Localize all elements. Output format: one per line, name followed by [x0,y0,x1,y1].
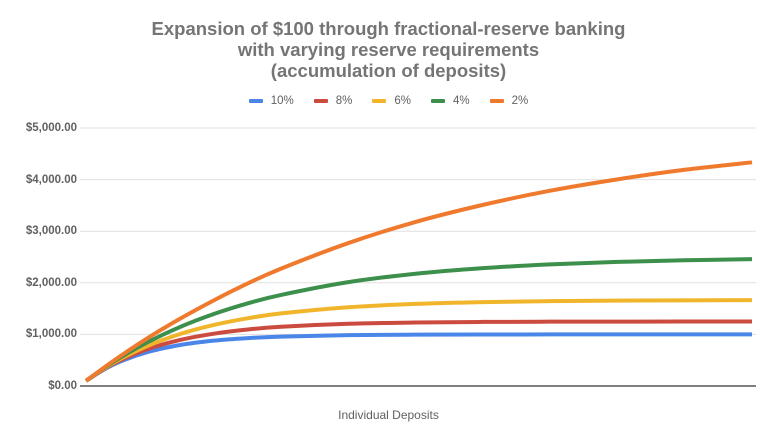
legend-swatch-icon [313,99,328,103]
gridlines [80,127,756,335]
y-tick-label: $4,000.00 [25,173,77,186]
series-line-10pct[interactable] [84,332,753,383]
legend-swatch-icon [489,99,504,103]
y-tick-label: $0.00 [48,380,77,392]
legend-label: 2% [511,95,529,107]
chart-title: Expansion of $100 through fractional-res… [0,18,777,81]
legend-item-4[interactable]: 4% [431,95,470,107]
legend-item-2[interactable]: 2% [489,95,529,107]
y-tick-label: $5,000.00 [25,122,77,134]
legend-item-6[interactable]: 6% [372,95,411,107]
legend-item-8[interactable]: 8% [313,95,353,107]
series-line-4pct[interactable] [84,257,753,383]
legend-label: 6% [394,95,412,107]
legend-item-10[interactable]: 10% [248,95,294,107]
series-lines [84,160,753,383]
chart-title-line-1: Expansion of $100 through fractional-res… [151,18,626,39]
x-axis-title: Individual Deposits [338,408,439,422]
chart-title-line-3: (accumulation of deposits) [270,60,507,81]
legend-swatch-icon [372,99,387,103]
y-tick-label: $2,000.00 [25,276,77,289]
legend-swatch-icon [431,99,446,103]
y-tick-label: $1,000.00 [25,328,77,341]
legend-swatch-icon [248,99,263,103]
y-tick-label: $3,000.00 [25,225,77,238]
series-line-6pct[interactable] [84,298,753,383]
series-line-2pct[interactable] [84,160,753,383]
chart-title-line-2: with varying reserve requirements [237,39,540,60]
series-line-8pct[interactable] [84,319,753,383]
legend: 10% 8% 6% 4% 2% [0,95,777,107]
legend-label: 8% [335,95,353,107]
legend-label: 10% [270,95,294,107]
legend-label: 4% [453,95,470,107]
